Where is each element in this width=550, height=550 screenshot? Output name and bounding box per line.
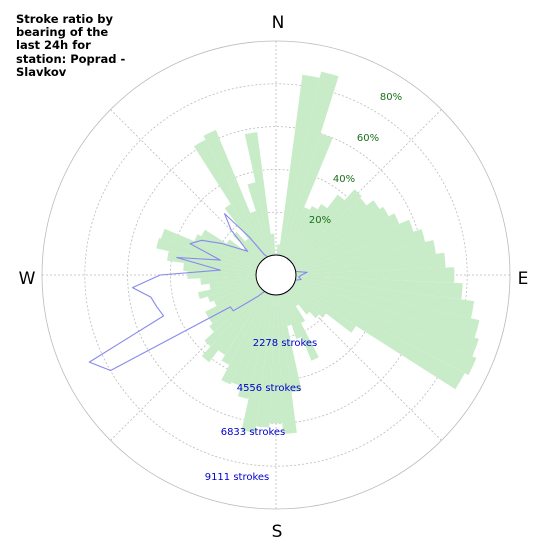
ratio-bar: [293, 213, 400, 268]
ratio-bar: [288, 289, 310, 315]
ratio-bar: [291, 285, 356, 333]
ratio-bar: [282, 133, 333, 257]
ratio-bar: [276, 294, 297, 434]
ratio-bar: [283, 207, 310, 258]
ratio-bar: [291, 200, 380, 265]
ratio-bar: [283, 292, 319, 361]
ratio-bar: [270, 233, 276, 256]
ratio-bar: [280, 71, 339, 256]
ratio-bar: [280, 294, 292, 326]
ratio-bar: [296, 267, 455, 283]
strokes-tick-label: 9111 strokes: [205, 472, 270, 483]
ratio-bar: [295, 229, 426, 271]
ratio-bar: [285, 291, 306, 324]
strokes-tick-label: 2278 strokes: [253, 338, 318, 349]
compass-n: N: [272, 13, 285, 33]
ratio-bar: [226, 239, 261, 265]
strokes-tick-label: 4556 strokes: [237, 383, 302, 394]
ratio-bar: [208, 285, 261, 324]
ratio-bar: [201, 229, 260, 266]
ratio-bar: [241, 294, 274, 433]
ratio-bar: [269, 295, 283, 424]
ratio-bar: [295, 252, 446, 275]
ratio-bar: [289, 288, 320, 319]
ratio-bar: [293, 282, 477, 376]
compass-w: W: [19, 269, 36, 289]
ratio-bar: [278, 74, 320, 256]
ratio-bar: [156, 238, 257, 271]
ratio-bar: [237, 294, 272, 399]
ratio-bar: [245, 238, 264, 261]
ratio-bars: [156, 71, 480, 434]
compass-e: E: [518, 269, 529, 289]
ratio-bar: [295, 240, 436, 273]
ratio-bar: [198, 279, 257, 299]
grid-ring: [84, 83, 468, 467]
ratio-bar: [292, 206, 389, 266]
ratio-bar: [218, 290, 266, 355]
strokes-tick-label: 6833 strokes: [221, 427, 286, 438]
ratio-bar: [289, 189, 362, 262]
ratio-bar: [201, 289, 264, 363]
ratio-tick-label: 80%: [380, 92, 402, 103]
ratio-bar: [286, 290, 299, 307]
ratio-bar: [167, 251, 257, 273]
ratio-bar: [295, 277, 475, 319]
axis-labels: N E S W 20% 40% 60% 80% 2278 strokes 455…: [19, 13, 529, 542]
ratio-bar: [250, 211, 270, 257]
ratio-bar: [194, 139, 267, 259]
ratio-bar: [187, 271, 256, 279]
ratio-bar: [200, 275, 257, 285]
ratio-bar: [278, 294, 302, 393]
chart-title: Stroke ratio by bearing of the last 24h …: [16, 12, 126, 79]
ratio-tick-label: 40%: [333, 174, 355, 185]
center-hole: [255, 254, 297, 296]
ratio-bar: [292, 284, 465, 390]
ratio-bar: [288, 194, 345, 261]
ratio-bar: [247, 182, 272, 256]
ratio-bar: [295, 279, 480, 338]
ratio-bar: [214, 282, 259, 306]
ratio-bar: [295, 275, 463, 300]
ratio-bar: [285, 206, 318, 259]
ratio-bar: [209, 277, 257, 290]
ratio-bar: [221, 292, 269, 385]
ratio-tick-label: 60%: [357, 133, 379, 144]
ratio-bar: [221, 291, 267, 365]
ratio-bar: [232, 231, 263, 262]
ratio-bar: [294, 281, 479, 357]
ratio-bar: [207, 281, 258, 303]
ratio-bar: [205, 284, 260, 318]
ratio-bar: [244, 132, 274, 256]
compass-s: S: [272, 522, 283, 542]
ratio-bar: [224, 204, 266, 260]
ratio-tick-label: 20%: [309, 215, 331, 226]
ratio-bar: [290, 287, 326, 318]
ratio-bar: [276, 244, 280, 256]
ratio-bar: [203, 130, 269, 258]
ratio-bar: [290, 197, 367, 263]
ratio-bar: [194, 234, 259, 268]
ratio-bar: [161, 228, 258, 269]
ratio-bar: [294, 219, 414, 269]
ratio-bar: [204, 288, 263, 347]
ratio-bar: [282, 293, 302, 339]
ratio-bar: [256, 294, 276, 428]
ratio-bar: [231, 293, 270, 386]
ratio-bar: [286, 204, 328, 260]
